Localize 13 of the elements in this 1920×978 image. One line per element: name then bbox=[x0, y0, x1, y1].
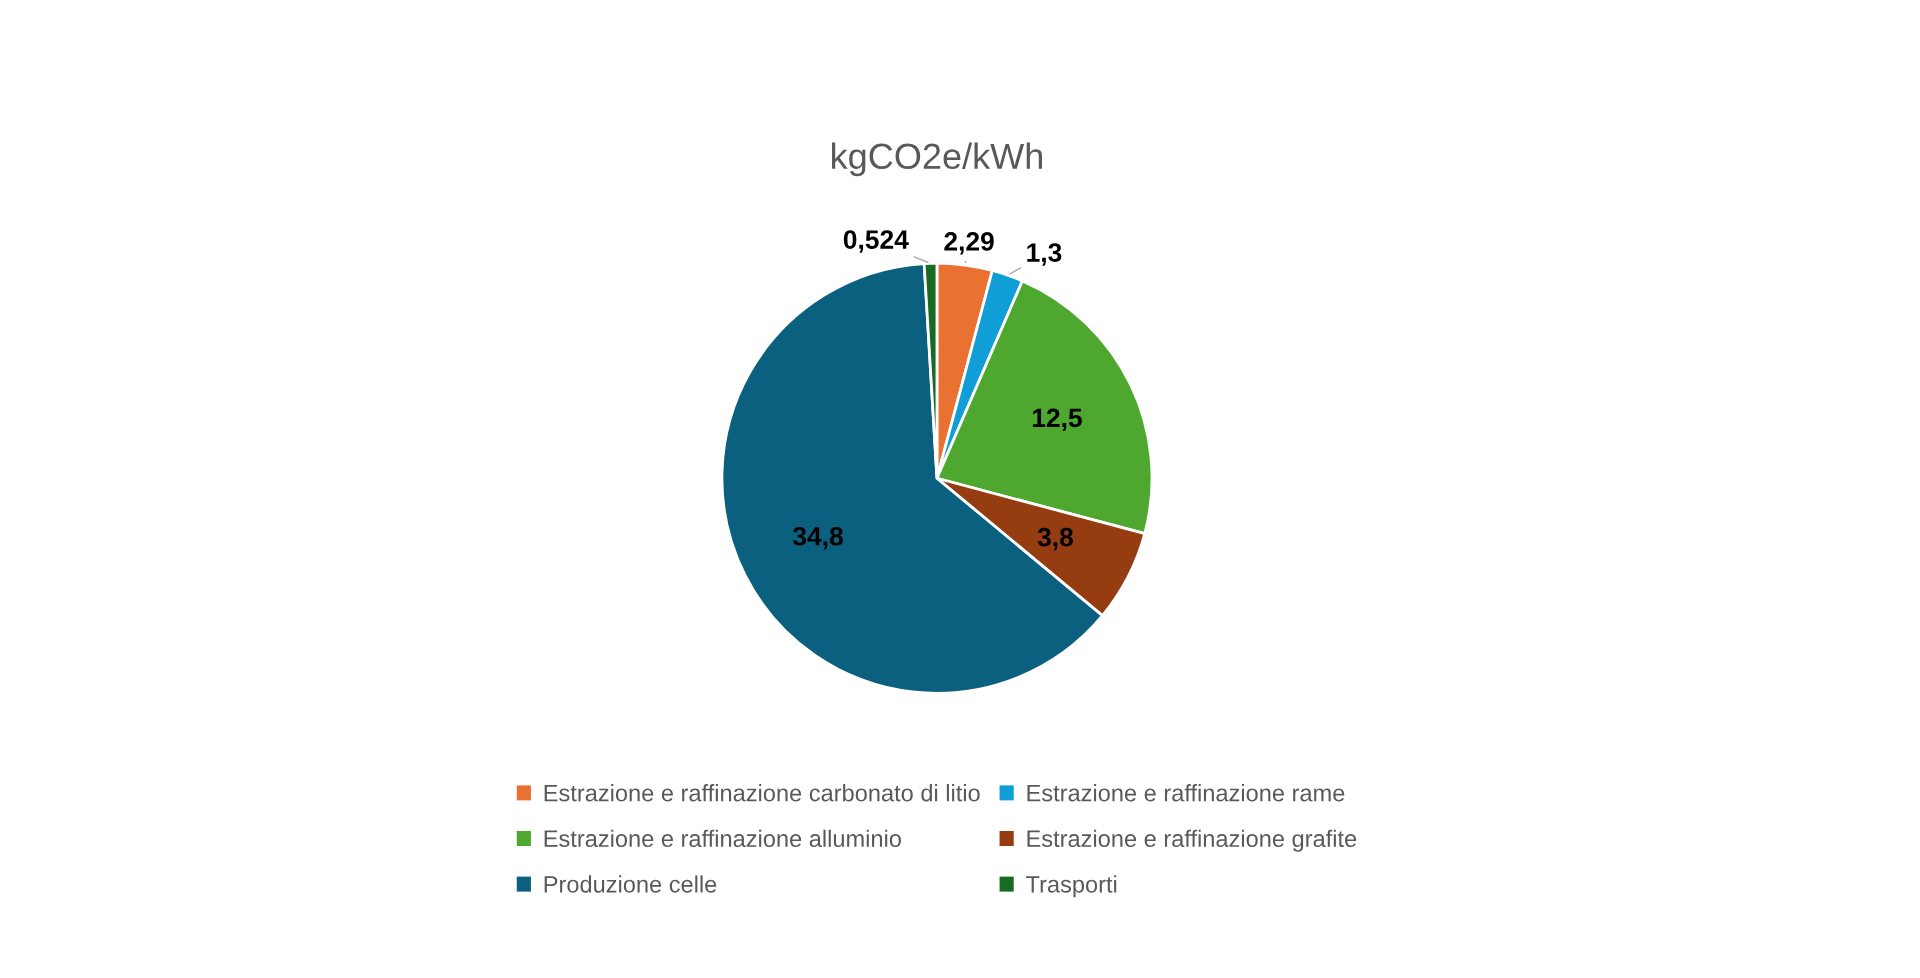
legend-label: Estrazione e raffinazione alluminio bbox=[544, 829, 901, 848]
data-label: 12,5 bbox=[1032, 408, 1082, 432]
data-label: 3,8 bbox=[1037, 527, 1073, 551]
chart-title: kgCO2e/kWh bbox=[832, 142, 1042, 177]
legend-label: Trasporti bbox=[1026, 875, 1117, 898]
legend-label: Estrazione e raffinazione grafite bbox=[1027, 829, 1357, 852]
data-label: 34,8 bbox=[792, 526, 843, 550]
data-label: 0,524 bbox=[843, 230, 909, 253]
legend-label: Estrazione e raffinazione carbonato di litio bbox=[544, 784, 980, 802]
data-label: 1,3 bbox=[1027, 243, 1062, 266]
legend-label: Produzione celle bbox=[544, 875, 717, 893]
legend-label: Estrazione e raffinazione rame bbox=[1027, 784, 1345, 802]
data-label: 2,29 bbox=[944, 232, 994, 255]
